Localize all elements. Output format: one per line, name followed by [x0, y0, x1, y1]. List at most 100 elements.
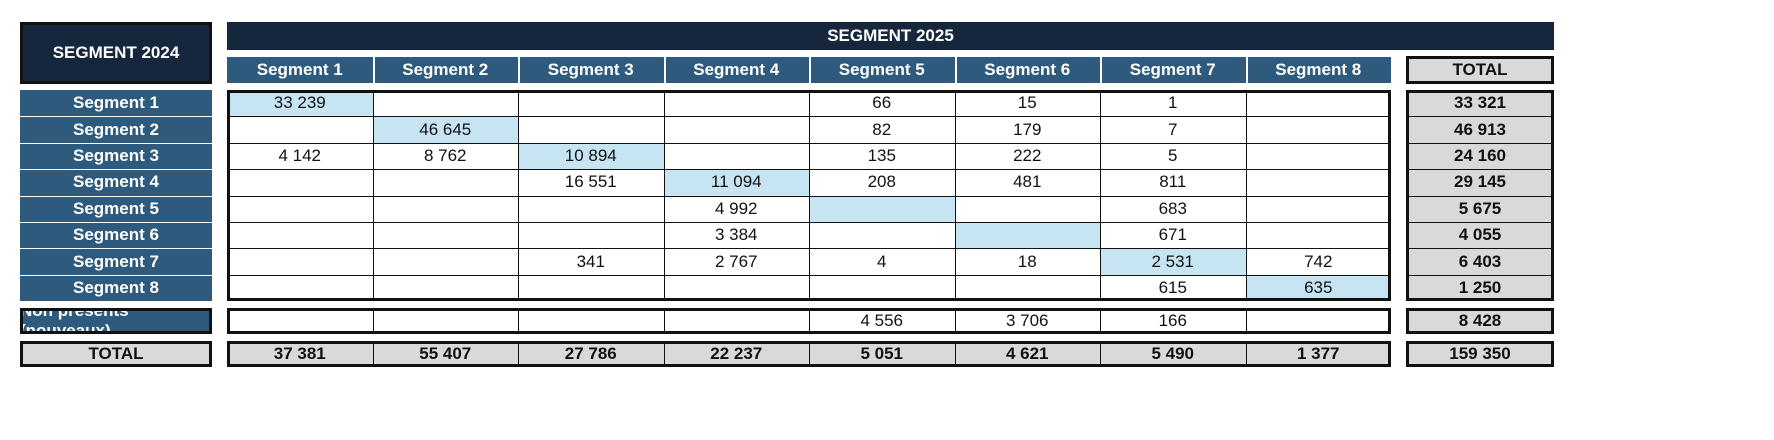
new-row-gridline [954, 308, 956, 334]
new-row-cell: 4 556 [860, 311, 904, 330]
column-total-value: 55 407 [419, 344, 472, 363]
total-row-gridline [518, 341, 519, 367]
matrix-cell: 33 239 [273, 93, 326, 113]
matrix-cell: 7 [1168, 119, 1178, 139]
column-total-value: 5 490 [1151, 344, 1195, 363]
matrix-cell: 222 [1013, 145, 1042, 165]
column-header-divider [809, 57, 811, 83]
new-row-label: Non présents (nouveaux) [20, 301, 129, 340]
column-header-divider [372, 57, 375, 83]
segment-2025-label: SEGMENT 2025 [827, 26, 954, 45]
total-row-gridline [954, 341, 956, 367]
totals-gridline [1406, 248, 1554, 250]
column-header-segment-2: Segment 2 [402, 60, 489, 79]
total-row-label-cell: TOTAL [20, 341, 212, 367]
matrix-cell: 8 762 [423, 145, 467, 165]
matrix-cell: 811 [1159, 172, 1187, 192]
matrix-cell: 46 645 [419, 119, 472, 139]
diagonal-cell [518, 142, 664, 170]
matrix-cell: 135 [867, 145, 896, 165]
matrix-cell: 15 [1017, 93, 1037, 113]
column-header-divider [954, 57, 957, 83]
row-label-band [20, 90, 212, 301]
matrix-cell: 18 [1017, 251, 1037, 271]
row-label-segment-6: Segment 6 [73, 225, 159, 245]
new-row-total-cell: 8 428 [1406, 308, 1554, 334]
totals-gridline [1406, 222, 1554, 223]
column-total-value: 4 621 [1005, 344, 1049, 363]
matrix-cell: 742 [1304, 251, 1333, 271]
matrix-cell: 82 [872, 119, 892, 139]
row-total-value: 5 675 [1458, 198, 1502, 218]
row-label-segment-1: Segment 1 [73, 93, 159, 113]
matrix-cell: 11 094 [710, 172, 762, 192]
diagonal-cell [227, 90, 373, 117]
new-row-cell: 166 [1158, 311, 1187, 330]
column-header-segment-3: Segment 3 [547, 60, 634, 79]
matrix-cell: 4 992 [714, 198, 758, 218]
matrix-cell: 615 [1158, 277, 1187, 297]
new-row-gridline [1100, 308, 1101, 334]
matrix-cell: 683 [1158, 198, 1187, 218]
diagonal-cell [1100, 248, 1246, 275]
new-row-gridline [663, 308, 665, 334]
matrix-horizontal-gridline [227, 248, 1391, 250]
new-row-cell: 3 706 [1005, 311, 1049, 330]
column-total-value: 37 381 [273, 344, 326, 363]
matrix-cell: 10 894 [564, 145, 617, 165]
segment-2024-header: SEGMENT 2024 [20, 22, 212, 84]
column-header-divider [663, 57, 666, 83]
column-header-segment-8: Segment 8 [1275, 60, 1362, 79]
matrix-cell: 179 [1013, 119, 1042, 139]
matrix-horizontal-gridline [227, 274, 1391, 276]
total-row-gridline [809, 341, 810, 367]
matrix-vertical-gridline [1100, 90, 1101, 302]
grand-total-value: 159 350 [1449, 344, 1511, 363]
column-header-segment-6: Segment 6 [984, 60, 1071, 79]
column-header-divider [1100, 57, 1102, 83]
column-header-segment-4: Segment 4 [693, 60, 780, 79]
matrix-cell: 1 [1168, 93, 1178, 113]
row-label-segment-2: Segment 2 [73, 119, 159, 139]
diagonal-cell [1245, 274, 1391, 302]
totals-gridline [1406, 169, 1554, 171]
new-row-label-cell: Non présents (nouveaux) [20, 301, 212, 340]
row-label-segment-3: Segment 3 [73, 145, 159, 165]
matrix-cell: 4 [877, 251, 887, 271]
row-label-divider [20, 195, 212, 197]
new-row-gridline [1245, 308, 1247, 334]
matrix-cell: 635 [1304, 277, 1333, 297]
total-row-gridline [1245, 341, 1247, 367]
matrix-cell: 671 [1158, 225, 1187, 245]
matrix-vertical-gridline [954, 90, 956, 302]
matrix-cell: 16 551 [564, 172, 617, 192]
column-header-segment-7: Segment 7 [1129, 60, 1216, 79]
new-row-gridline [518, 308, 519, 334]
diagonal-cell [954, 222, 1100, 249]
totals-gridline [1406, 195, 1554, 197]
diagonal-cell [809, 195, 955, 222]
row-label-divider [20, 169, 212, 171]
column-header-divider [518, 57, 520, 83]
row-total-value: 33 321 [1454, 93, 1506, 113]
column-total-value: 27 786 [564, 344, 617, 363]
row-label-divider [20, 142, 212, 144]
totals-gridline [1406, 142, 1554, 144]
row-label-divider [20, 116, 212, 118]
column-header-divider [1245, 57, 1248, 83]
matrix-cell: 4 142 [278, 145, 322, 165]
new-row-gridline [809, 308, 810, 334]
row-total-value: 24 160 [1454, 145, 1506, 165]
totals-gridline [1406, 116, 1554, 118]
column-total-value: 22 237 [710, 344, 763, 363]
total-row-gridline [1100, 341, 1101, 367]
row-label-segment-5: Segment 5 [73, 198, 159, 218]
total-row-gridline [663, 341, 665, 367]
row-label-divider [20, 222, 212, 223]
grand-total-cell: 159 350 [1406, 341, 1554, 367]
row-label-divider [20, 248, 212, 250]
column-total-value: 1 377 [1296, 344, 1340, 363]
matrix-cell: 2 531 [1151, 251, 1195, 271]
row-label-segment-8: Segment 8 [73, 277, 159, 297]
row-label-segment-4: Segment 4 [73, 172, 159, 192]
